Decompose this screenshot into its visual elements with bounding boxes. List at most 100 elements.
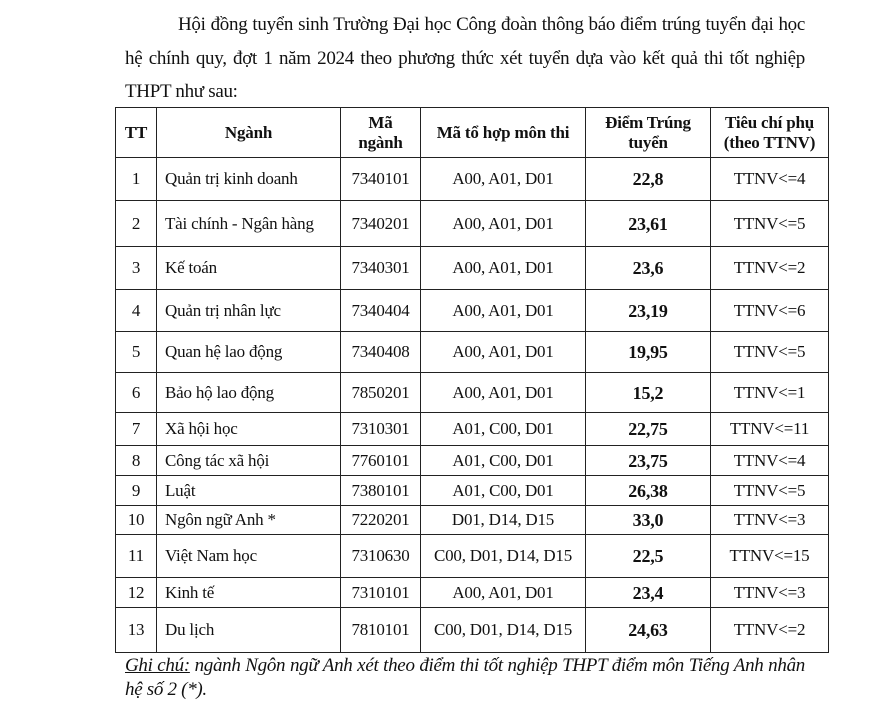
table-row: 11 Việt Nam học 7310630 C00, D01, D14, D15 2… [115, 534, 829, 578]
secondary-criterion: TTNV<=3 [710, 505, 829, 535]
column-header: TT [115, 107, 157, 158]
subject-combination: A00, A01, D01 [420, 372, 586, 413]
table-row: 3 Kế toán 7340301 A00, A01, D01 23,6 TTNV<=2 [115, 246, 829, 290]
major-name: Du lịch [156, 607, 341, 653]
row-number: 4 [115, 289, 157, 332]
major-name: Quản trị nhân lực [156, 289, 341, 332]
major-code: 7760101 [340, 445, 421, 476]
secondary-criterion: TTNV<=5 [710, 331, 829, 373]
major-name: Tài chính - Ngân hàng [156, 200, 341, 247]
major-code: 7310101 [340, 577, 421, 608]
secondary-criterion: TTNV<=15 [710, 534, 829, 578]
subject-combination: A00, A01, D01 [420, 157, 586, 201]
major-name: Quan hệ lao động [156, 331, 341, 373]
column-header: Mã tổ hợp môn thi [420, 107, 586, 158]
row-number: 9 [115, 475, 157, 506]
admission-score: 22,75 [585, 412, 711, 446]
admission-score: 23,61 [585, 200, 711, 247]
column-header: Ngành [156, 107, 341, 158]
major-name: Việt Nam học [156, 534, 341, 578]
row-number: 10 [115, 505, 157, 535]
subject-combination: A00, A01, D01 [420, 200, 586, 247]
row-number: 12 [115, 577, 157, 608]
row-number: 2 [115, 200, 157, 247]
major-code: 7340404 [340, 289, 421, 332]
major-name: Ngôn ngữ Anh * [156, 505, 341, 535]
subject-combination: D01, D14, D15 [420, 505, 586, 535]
subject-combination: A01, C00, D01 [420, 445, 586, 476]
table-row: 6 Bảo hộ lao động 7850201 A00, A01, D01 15,2… [115, 372, 829, 413]
footnote-text: ngành Ngôn ngữ Anh xét theo điểm thi tốt… [125, 655, 805, 700]
major-code: 7850201 [340, 372, 421, 413]
row-number: 13 [115, 607, 157, 653]
admission-score: 24,63 [585, 607, 711, 653]
column-header: Mã ngành [340, 107, 421, 158]
subject-combination: A00, A01, D01 [420, 331, 586, 373]
major-code: 7810101 [340, 607, 421, 653]
row-number: 3 [115, 246, 157, 290]
admission-score: 15,2 [585, 372, 711, 413]
intro-text: Hội đồng tuyển sinh Trường Đại học Công … [125, 14, 805, 102]
row-number: 6 [115, 372, 157, 413]
secondary-criterion: TTNV<=5 [710, 475, 829, 506]
major-name: Luật [156, 475, 341, 506]
table-row: 5 Quan hệ lao động 7340408 A00, A01, D01 19,… [115, 331, 829, 373]
major-code: 7310630 [340, 534, 421, 578]
secondary-criterion: TTNV<=5 [710, 200, 829, 247]
major-name: Quản trị kinh doanh [156, 157, 341, 201]
secondary-criterion: TTNV<=11 [710, 412, 829, 446]
admission-score: 23,4 [585, 577, 711, 608]
row-number: 11 [115, 534, 157, 578]
footnote: Ghi chú: ngành Ngôn ngữ Anh xét theo điể… [125, 654, 805, 702]
major-code: 7380101 [340, 475, 421, 506]
major-name: Kế toán [156, 246, 341, 290]
admission-score: 22,8 [585, 157, 711, 201]
subject-combination: A00, A01, D01 [420, 246, 586, 290]
admission-score: 23,6 [585, 246, 711, 290]
table-row: 13 Du lịch 7810101 C00, D01, D14, D15 24,63 T… [115, 607, 829, 653]
admission-score: 26,38 [585, 475, 711, 506]
row-number: 8 [115, 445, 157, 476]
secondary-criterion: TTNV<=2 [710, 607, 829, 653]
major-code: 7340201 [340, 200, 421, 247]
major-code: 7340301 [340, 246, 421, 290]
subject-combination: C00, D01, D14, D15 [420, 534, 586, 578]
row-number: 7 [115, 412, 157, 446]
table-row: 10 Ngôn ngữ Anh * 7220201 D01, D14, D15 33,0… [115, 505, 829, 535]
table-row: 9 Luật 7380101 A01, C00, D01 26,38 TTNV<=5 [115, 475, 829, 506]
subject-combination: A00, A01, D01 [420, 289, 586, 332]
major-code: 7340101 [340, 157, 421, 201]
major-name: Xã hội học [156, 412, 341, 446]
footnote-label: Ghi chú: [125, 655, 190, 676]
table-row: 2 Tài chính - Ngân hàng 7340201 A00, A01, D… [115, 200, 829, 247]
major-code: 7340408 [340, 331, 421, 373]
subject-combination: A01, C00, D01 [420, 475, 586, 506]
table-row: 4 Quản trị nhân lực 7340404 A00, A01, D01 23… [115, 289, 829, 332]
table-row: 1 Quản trị kinh doanh 7340101 A00, A01, D01… [115, 157, 829, 201]
table-row: 7 Xã hội học 7310301 A01, C00, D01 22,75 TTNV… [115, 412, 829, 446]
secondary-criterion: TTNV<=1 [710, 372, 829, 413]
column-header: Tiêu chí phụ (theo TTNV) [710, 107, 829, 158]
secondary-criterion: TTNV<=4 [710, 157, 829, 201]
admission-score: 22,5 [585, 534, 711, 578]
major-name: Kinh tế [156, 577, 341, 608]
major-name: Bảo hộ lao động [156, 372, 341, 413]
admission-scores-table: TT Ngành Mã ngành Mã tổ hợp môn thi Điểm Trú… [115, 107, 829, 653]
admission-score: 23,75 [585, 445, 711, 476]
major-code: 7220201 [340, 505, 421, 535]
major-code: 7310301 [340, 412, 421, 446]
table-row: 8 Công tác xã hội 7760101 A01, C00, D01 23,7… [115, 445, 829, 476]
admission-score: 23,19 [585, 289, 711, 332]
row-number: 1 [115, 157, 157, 201]
column-header: Điểm Trúng tuyển [585, 107, 711, 158]
table-row: 12 Kinh tế 7310101 A00, A01, D01 23,4 TTNV<=3 [115, 577, 829, 608]
admission-score: 19,95 [585, 331, 711, 373]
admission-score: 33,0 [585, 505, 711, 535]
secondary-criterion: TTNV<=3 [710, 577, 829, 608]
secondary-criterion: TTNV<=2 [710, 246, 829, 290]
subject-combination: A00, A01, D01 [420, 577, 586, 608]
subject-combination: A01, C00, D01 [420, 412, 586, 446]
secondary-criterion: TTNV<=6 [710, 289, 829, 332]
secondary-criterion: TTNV<=4 [710, 445, 829, 476]
subject-combination: C00, D01, D14, D15 [420, 607, 586, 653]
